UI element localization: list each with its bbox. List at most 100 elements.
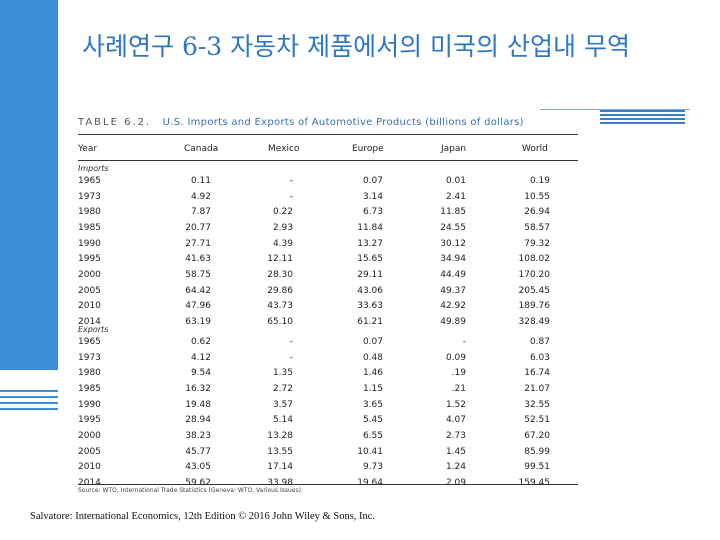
cell-canada: 0.11 [190, 176, 211, 186]
cell-canada: 7.87 [190, 207, 211, 218]
cell-japan: 49.37 [440, 285, 466, 296]
cell-europe: 5.45 [362, 415, 383, 426]
cell-canada: 43.05 [185, 462, 211, 473]
cell-mexico: 13.55 [267, 446, 293, 457]
cell-mexico: 28.30 [267, 269, 293, 280]
cell-canada: 64.42 [185, 285, 211, 296]
cell-europe: 61.21 [357, 316, 383, 327]
cell-mexico: 29.86 [267, 285, 293, 296]
cell-canada: 19.48 [185, 399, 211, 410]
cell-year: 2010 [78, 462, 101, 473]
cell-year: 1965 [78, 337, 101, 347]
cell-year: 1995 [78, 254, 101, 265]
table-label: TABLE 6.2. [78, 117, 152, 128]
cell-mexico: 65.10 [267, 316, 293, 327]
decorative-stripes [600, 110, 685, 126]
cell-canada: 38.23 [185, 430, 211, 441]
cell-world: 0.87 [529, 337, 550, 347]
table-caption: U.S. Imports and Exports of Automotive P… [162, 117, 524, 128]
cell-world: 99.51 [524, 462, 550, 473]
table-row: 2014 59.62 33.98 19.64 2.09 159.45 [78, 478, 578, 494]
table-header-rule [78, 160, 578, 161]
table-row: 2005 45.77 13.55 10.41 1.45 85.99 [78, 447, 578, 463]
cell-canada: 41.63 [185, 254, 211, 265]
table-row: 2010 43.05 17.14 9.73 1.24 99.51 [78, 462, 578, 478]
cell-year: 1980 [78, 207, 101, 218]
cell-canada: 0.62 [190, 337, 211, 347]
header-japan: Japan [441, 144, 467, 154]
table-row: 1995 41.63 12.11 15.65 34.94 108.02 [78, 254, 578, 270]
cell-japan: .21 [451, 383, 466, 394]
cell-mexico: 3.57 [272, 399, 293, 410]
table-row: 1965 0.11 - 0.07 0.01 0.19 [78, 176, 578, 192]
left-accent-bar [0, 0, 58, 540]
cell-world: 32.55 [524, 399, 550, 410]
cell-world: 205.45 [518, 285, 551, 296]
table-bottom-rule [78, 484, 578, 485]
cell-canada: 4.12 [190, 352, 211, 363]
table-source-note: Source: WTO, International Trade Statist… [78, 487, 303, 494]
cell-year: 2000 [78, 430, 101, 441]
cell-japan: 11.85 [440, 207, 466, 218]
cell-mexico: 2.93 [272, 222, 293, 233]
cell-year: 2014 [78, 316, 101, 327]
cell-world: 328.49 [518, 316, 551, 327]
cell-japan: 0.09 [445, 352, 466, 363]
cell-world: 79.32 [524, 238, 550, 249]
cell-world: 85.99 [524, 446, 550, 457]
cell-europe: 33.63 [357, 301, 383, 312]
header-world: World [522, 144, 548, 154]
cell-year: 2000 [78, 269, 101, 280]
cell-mexico: 43.73 [267, 301, 293, 312]
table-row: 2005 64.42 29.86 43.06 49.37 205.45 [78, 286, 578, 302]
cell-europe: 9.73 [362, 462, 383, 473]
cell-japan: 2.09 [445, 477, 466, 488]
table-row: 1990 19.48 3.57 3.65 1.52 32.55 [78, 400, 578, 416]
cell-japan: 44.49 [440, 269, 466, 280]
cell-year: 2005 [78, 285, 101, 296]
slide-title: 사례연구 6-3 자동차 제품에서의 미국의 산업내 무역 [82, 32, 630, 61]
cell-mexico: 17.14 [267, 462, 293, 473]
cell-year: 1990 [78, 238, 101, 249]
cell-mexico: - [289, 352, 293, 363]
table-row: 2014 63.19 65.10 61.21 49.89 328.49 [78, 317, 578, 333]
cell-canada: 59.62 [185, 477, 211, 488]
cell-year: 1973 [78, 352, 101, 363]
cell-mexico: 2.72 [272, 383, 293, 394]
cell-mexico: 12.11 [267, 254, 293, 265]
cell-canada: 28.94 [185, 415, 211, 426]
cell-japan: 1.45 [445, 446, 466, 457]
cell-japan: 0.01 [445, 176, 466, 186]
table-row: 1980 7.87 0.22 6.73 11.85 26.94 [78, 207, 578, 223]
cell-year: 1973 [78, 191, 101, 202]
cell-mexico: - [289, 191, 293, 202]
table-row: 1985 20.77 2.93 11.84 24.55 58.57 [78, 223, 578, 239]
table-row: 2000 58.75 28.30 29.11 44.49 170.20 [78, 270, 578, 286]
cell-japan: 49.89 [440, 316, 466, 327]
table-row: 2000 38.23 13.28 6.55 2.73 67.20 [78, 431, 578, 447]
cell-world: 108.02 [518, 254, 551, 265]
cell-europe: 3.65 [362, 399, 383, 410]
cell-europe: 15.65 [357, 254, 383, 265]
cell-europe: 11.84 [357, 222, 383, 233]
exports-section-label: Exports [78, 325, 109, 334]
cell-mexico: 0.22 [272, 207, 293, 218]
cell-europe: 0.48 [362, 352, 383, 363]
cell-japan: 24.55 [440, 222, 466, 233]
cell-year: 2010 [78, 301, 101, 312]
cell-mexico: 13.28 [267, 430, 293, 441]
cell-world: 58.57 [524, 222, 550, 233]
table-row: 1980 9.54 1.35 1.46 .19 16.74 [78, 368, 578, 384]
cell-europe: 6.55 [362, 430, 383, 441]
table-row: 2010 47.96 43.73 33.63 42.92 189.76 [78, 301, 578, 317]
table-row: 1965 0.62 - 0.07 - 0.87 [78, 337, 578, 353]
cell-japan: 1.52 [445, 399, 466, 410]
cell-europe: 1.15 [362, 383, 383, 394]
cell-world: 26.94 [524, 207, 550, 218]
cell-world: 21.07 [524, 383, 550, 394]
cell-year: 1965 [78, 176, 101, 186]
cell-year: 1985 [78, 383, 101, 394]
cell-europe: 1.46 [362, 368, 383, 379]
cell-japan: 2.73 [445, 430, 466, 441]
cell-mexico: - [289, 337, 293, 347]
